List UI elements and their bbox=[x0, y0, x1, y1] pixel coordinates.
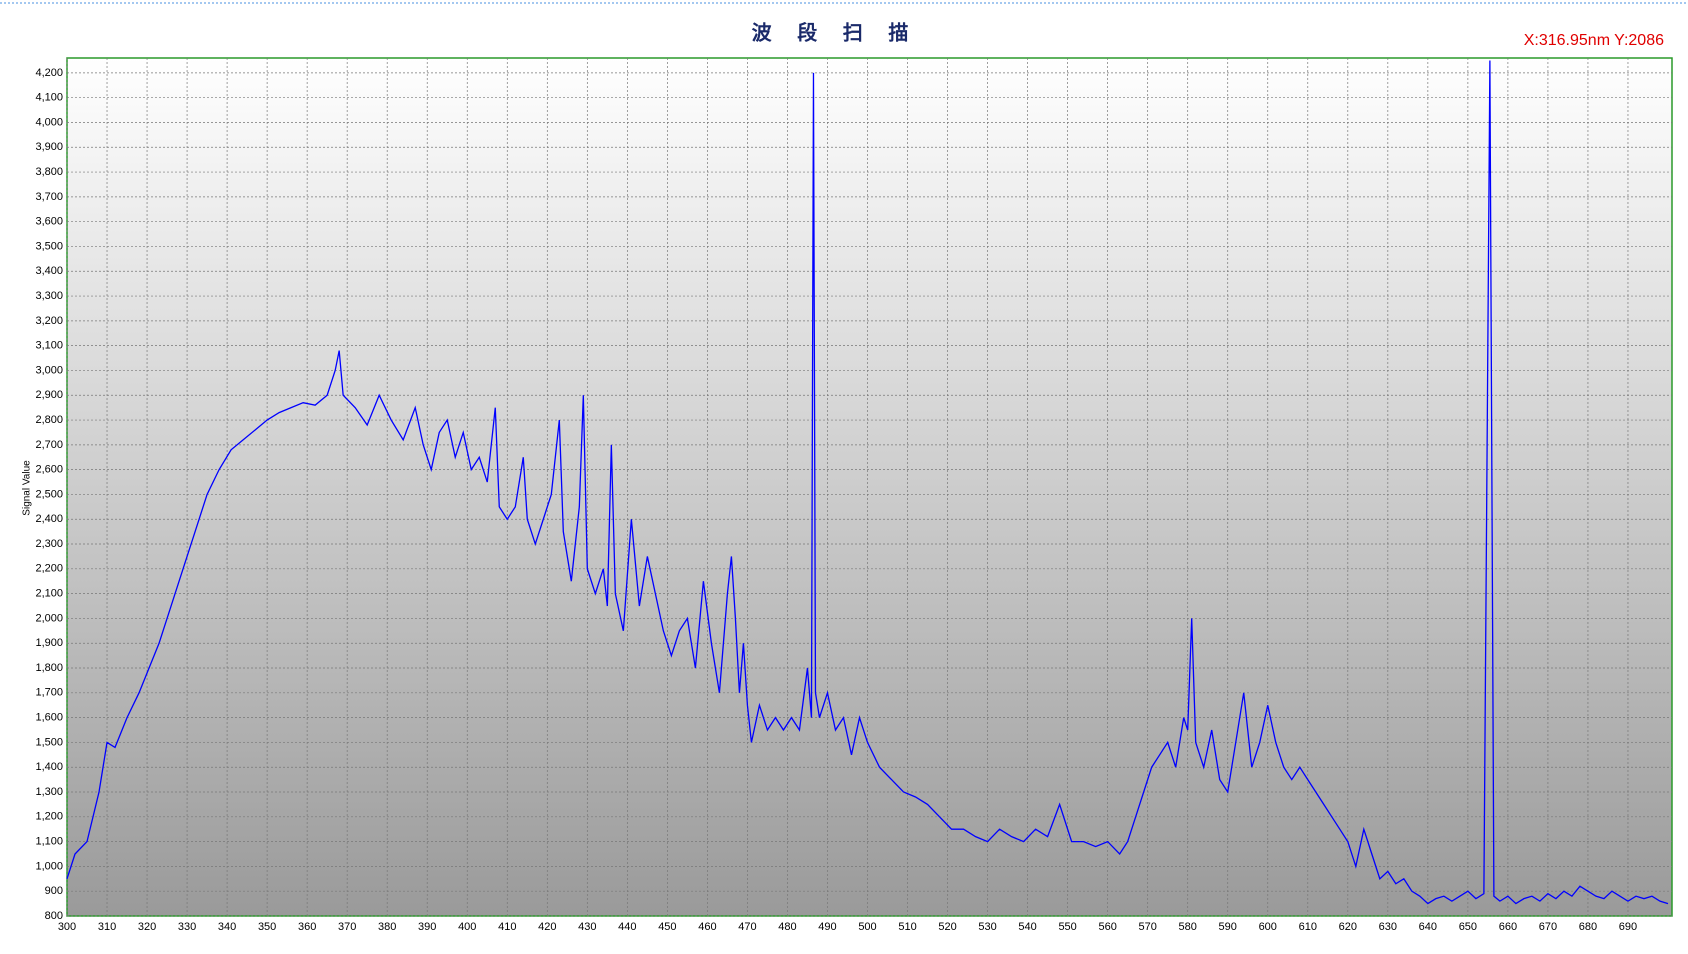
x-tick-label: 650 bbox=[1459, 921, 1477, 933]
x-tick-label: 680 bbox=[1579, 921, 1597, 933]
data-line bbox=[66, 60, 1669, 905]
chart-title: 波 段 扫 描 bbox=[752, 20, 919, 44]
y-tick-label: 2,000 bbox=[35, 612, 63, 624]
y-tick-label: 3,100 bbox=[35, 340, 63, 352]
x-tick-label: 390 bbox=[418, 921, 436, 933]
x-tick-label: 670 bbox=[1539, 921, 1557, 933]
y-tick-label: 1,200 bbox=[35, 811, 63, 823]
y-tick-label: 2,400 bbox=[35, 513, 63, 525]
y-tick-label: 800 bbox=[45, 910, 63, 922]
x-tick-label: 300 bbox=[58, 921, 76, 933]
plot-area bbox=[66, 57, 1673, 917]
x-tick-label: 470 bbox=[738, 921, 756, 933]
y-tick-label: 3,600 bbox=[35, 216, 63, 228]
x-tick-label: 630 bbox=[1379, 921, 1397, 933]
y-tick-label: 3,800 bbox=[35, 166, 63, 178]
x-tick-label: 430 bbox=[578, 921, 596, 933]
y-tick-label: 1,400 bbox=[35, 761, 63, 773]
y-tick-label: 2,500 bbox=[35, 488, 63, 500]
x-tick-label: 510 bbox=[898, 921, 916, 933]
x-tick-label: 340 bbox=[218, 921, 236, 933]
y-tick-label: 1,900 bbox=[35, 637, 63, 649]
y-tick-label: 3,500 bbox=[35, 240, 63, 252]
y-tick-label: 1,800 bbox=[35, 662, 63, 674]
x-tick-label: 320 bbox=[138, 921, 156, 933]
x-tick-label: 450 bbox=[658, 921, 676, 933]
y-tick-label: 4,000 bbox=[35, 116, 63, 128]
y-tick-label: 2,800 bbox=[35, 414, 63, 426]
x-tick-label: 610 bbox=[1299, 921, 1317, 933]
x-tick-label: 570 bbox=[1138, 921, 1156, 933]
y-tick-label: 3,300 bbox=[35, 290, 63, 302]
x-tick-label: 330 bbox=[178, 921, 196, 933]
x-tick-label: 500 bbox=[858, 921, 876, 933]
x-tick-label: 620 bbox=[1339, 921, 1357, 933]
x-tick-label: 480 bbox=[778, 921, 796, 933]
x-tick-label: 440 bbox=[618, 921, 636, 933]
x-tick-label: 400 bbox=[458, 921, 476, 933]
y-axis-label: Signal Value bbox=[22, 460, 33, 516]
y-tick-label: 2,900 bbox=[35, 389, 63, 401]
x-tick-label: 640 bbox=[1419, 921, 1437, 933]
y-tick-label: 1,600 bbox=[35, 712, 63, 724]
cursor-readout: X:316.95nm Y:2086 bbox=[1524, 32, 1664, 49]
y-tick-label: 2,200 bbox=[35, 563, 63, 575]
x-tick-label: 550 bbox=[1058, 921, 1076, 933]
y-tick-label: 3,000 bbox=[35, 364, 63, 376]
x-tick-label: 560 bbox=[1098, 921, 1116, 933]
y-tick-label: 4,100 bbox=[35, 92, 63, 104]
y-tick-label: 1,500 bbox=[35, 736, 63, 748]
y-tick-label: 1,100 bbox=[35, 836, 63, 848]
y-tick-label: 2,700 bbox=[35, 439, 63, 451]
y-tick-label: 2,100 bbox=[35, 588, 63, 600]
y-tick-label: 1,300 bbox=[35, 786, 63, 798]
x-tick-label: 310 bbox=[98, 921, 116, 933]
y-tick-label: 3,200 bbox=[35, 315, 63, 327]
y-tick-label: 3,900 bbox=[35, 141, 63, 153]
y-tick-label: 2,300 bbox=[35, 538, 63, 550]
x-tick-label: 590 bbox=[1219, 921, 1237, 933]
x-tick-label: 580 bbox=[1179, 921, 1197, 933]
x-tick-label: 460 bbox=[698, 921, 716, 933]
x-tick-label: 690 bbox=[1619, 921, 1637, 933]
y-tick-label: 1,700 bbox=[35, 687, 63, 699]
x-tick-label: 600 bbox=[1259, 921, 1277, 933]
x-tick-label: 420 bbox=[538, 921, 556, 933]
x-tick-label: 660 bbox=[1499, 921, 1517, 933]
y-tick-label: 3,400 bbox=[35, 265, 63, 277]
y-tick-label: 1,000 bbox=[35, 860, 63, 872]
y-tick-label: 900 bbox=[45, 885, 63, 897]
y-tick-label: 4,200 bbox=[35, 67, 63, 79]
x-tick-label: 370 bbox=[338, 921, 356, 933]
x-tick-label: 540 bbox=[1018, 921, 1036, 933]
y-tick-label: 3,700 bbox=[35, 191, 63, 203]
x-tick-label: 350 bbox=[258, 921, 276, 933]
x-tick-label: 520 bbox=[938, 921, 956, 933]
x-tick-label: 530 bbox=[978, 921, 996, 933]
x-tick-label: 360 bbox=[298, 921, 316, 933]
y-tick-label: 2,600 bbox=[35, 464, 63, 476]
x-tick-label: 490 bbox=[818, 921, 836, 933]
x-tick-label: 410 bbox=[498, 921, 516, 933]
x-tick-label: 380 bbox=[378, 921, 396, 933]
